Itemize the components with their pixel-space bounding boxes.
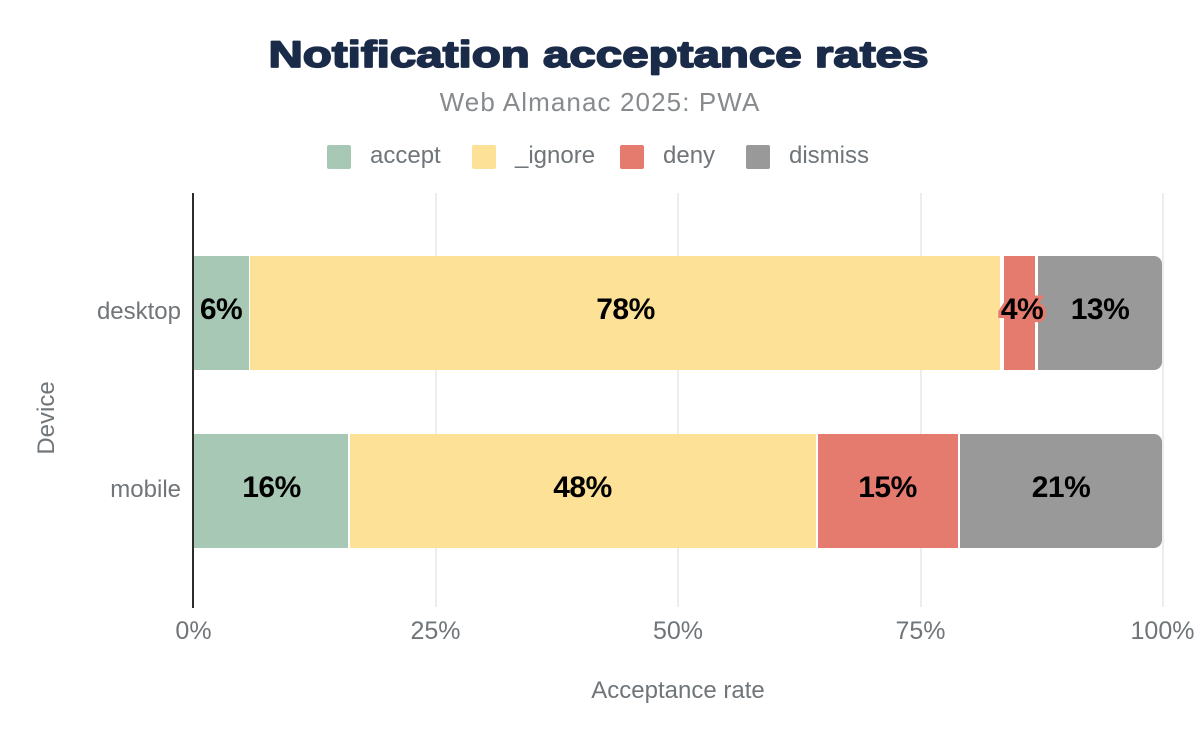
- svg-text:Notification acceptance rates: Notification acceptance rates: [269, 33, 929, 75]
